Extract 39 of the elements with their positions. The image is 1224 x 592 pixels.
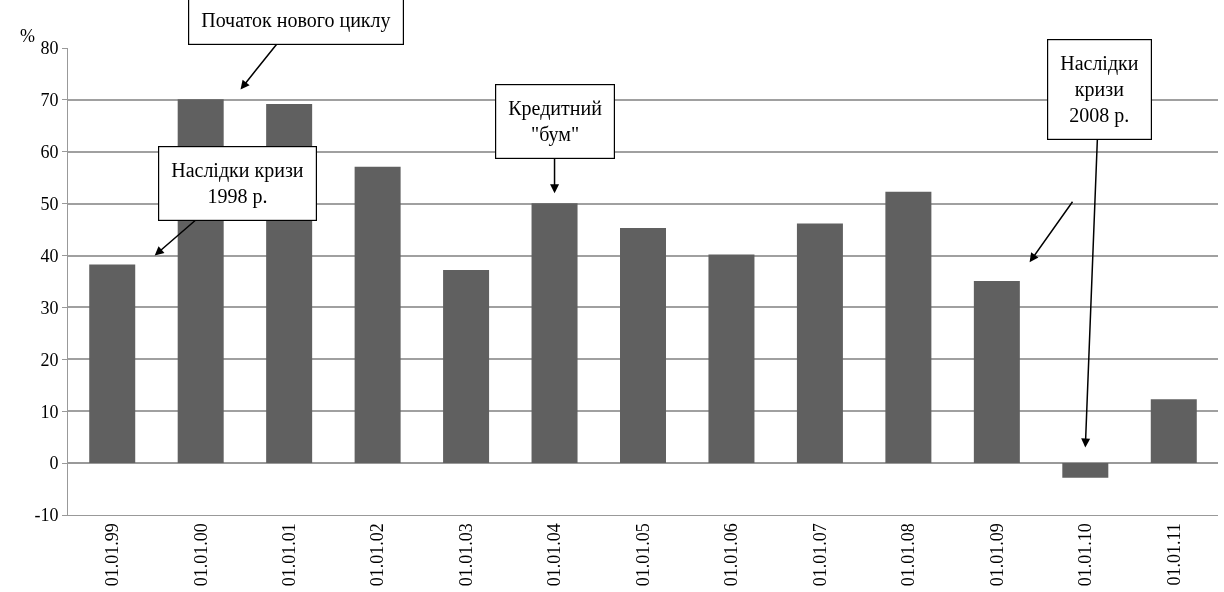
bar: [531, 203, 578, 464]
bar: [1150, 399, 1197, 464]
x-tick-label: 01.01.09: [986, 523, 1007, 587]
bar: [796, 223, 843, 464]
x-tick-label: 01.01.08: [898, 523, 919, 587]
bar: [885, 191, 932, 464]
y-tick-label: -10: [34, 505, 59, 526]
y-tick-label: 0: [49, 453, 59, 474]
bar: [620, 228, 666, 464]
x-tick-label: 01.01.04: [544, 523, 565, 587]
y-tick-label: 60: [40, 142, 59, 163]
x-tick-label: 01.01.00: [190, 523, 211, 587]
bar: [443, 270, 490, 464]
annotation: Наслідки кризи 2008 р.: [1060, 52, 1139, 128]
y-axis-title: %: [20, 26, 35, 46]
annotation: Кредитний "бум": [508, 97, 603, 147]
x-tick-label: 01.01.01: [279, 523, 299, 587]
x-tick-label: 01.01.05: [632, 523, 653, 587]
x-tick-label: 01.01.07: [809, 523, 830, 587]
y-tick-label: 50: [40, 193, 59, 214]
annotation: Наслідки кризи 1998 р.: [171, 159, 304, 209]
bar: [1062, 463, 1109, 478]
bar: [973, 280, 1020, 464]
x-tick-label: 01.01.03: [455, 523, 476, 587]
y-tick-label: 20: [40, 349, 59, 370]
x-tick-label: 01.01.02: [367, 523, 388, 587]
x-tick-label: 01.01.11: [1163, 523, 1184, 586]
x-tick-label: 01.01.06: [721, 523, 742, 587]
text: Початок нового циклу: [201, 9, 391, 33]
y-tick-label: 70: [40, 90, 59, 111]
x-tick-label: 01.01.10: [1075, 523, 1096, 587]
y-tick-label: 80: [40, 38, 59, 59]
y-tick-label: 30: [40, 297, 59, 318]
y-tick-label: 40: [40, 245, 59, 266]
bar: [89, 264, 136, 464]
bar: [354, 166, 401, 464]
bar: [708, 254, 755, 464]
y-tick-label: 10: [40, 401, 59, 422]
x-tick-label: 01.01.99: [102, 523, 123, 587]
